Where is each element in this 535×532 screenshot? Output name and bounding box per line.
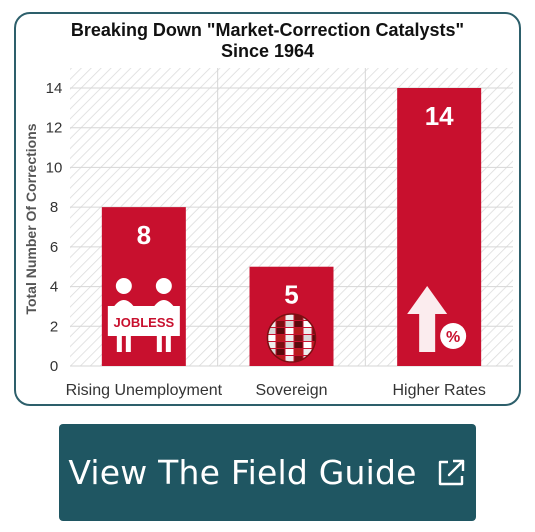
external-link-icon [435,457,467,489]
y-tick-label: 12 [46,120,63,137]
y-tick-label: 6 [50,239,58,256]
bars: 8 JOBLESS 5 14% [101,88,482,366]
x-tick-label: Higher Rates [392,382,485,399]
svg-text:JOBLESS: JOBLESS [113,315,174,330]
chart-card: Breaking Down "Market-Correction Catalys… [14,12,521,406]
bar-data-label: 8 [137,220,151,250]
arrow-up-percent-icon: % [407,286,467,352]
svg-text:%: % [446,329,460,346]
y-tick-label: 8 [50,199,58,216]
y-tick-label: 0 [50,358,58,375]
y-tick-label: 14 [46,80,63,97]
bar-data-label: 5 [284,280,298,310]
y-tick-label: 10 [46,159,63,176]
y-tick-label: 2 [50,318,58,335]
bar-rising-unemployment [101,207,186,366]
jobless-people-icon: JOBLESS [107,278,180,352]
x-tick-label: Rising Unemployment [66,382,223,399]
x-tick-labels: Rising Unemployment Sovereign Higher Rates [66,382,486,399]
view-field-guide-button[interactable]: View The Field Guide [59,424,476,521]
y-axis-label: Total Number Of Corrections [23,123,39,314]
bar-higher-rates [397,88,482,366]
y-tick-label: 4 [50,279,58,296]
bar-data-label: 14 [425,101,454,131]
y-tick-labels: 0 2 4 6 8 10 12 14 [46,80,63,375]
cta-label: View The Field Guide [68,453,417,492]
x-tick-label: Sovereign [255,382,327,399]
chart-title: Breaking Down "Market-Correction Catalys… [70,20,465,61]
